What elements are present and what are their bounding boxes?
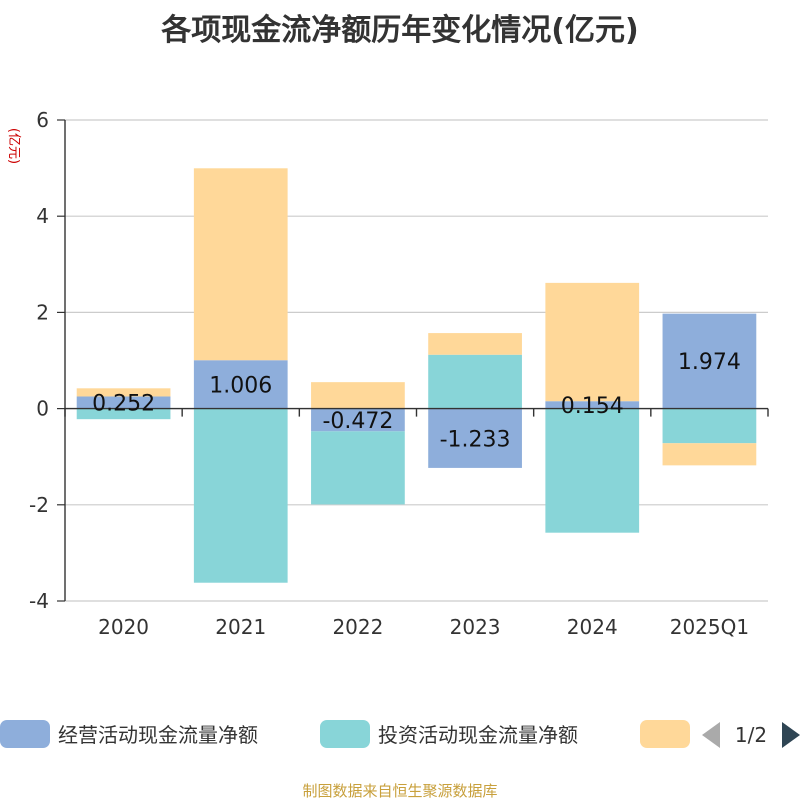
footer-source: 制图数据来自恒生聚源数据库 <box>302 782 497 800</box>
x-tick-label: 2022 <box>332 615 383 639</box>
chart-title: 各项现金流净额历年变化情况(亿元) <box>160 13 638 48</box>
bars <box>76 168 757 583</box>
legend-label: 经营活动现金流量净额 <box>58 723 258 747</box>
bar-segment <box>311 431 405 505</box>
y-tick-label: 4 <box>36 204 49 228</box>
legend-page-indicator: 1/2 <box>735 723 767 747</box>
bar-segment <box>545 401 640 409</box>
data-label: -1.233 <box>440 427 511 452</box>
bar-segment <box>428 333 522 355</box>
bar-segment <box>311 382 405 409</box>
legend-swatch <box>320 720 370 748</box>
data-label: -0.472 <box>322 409 393 434</box>
prev-page-arrow-icon[interactable] <box>702 722 720 748</box>
next-page-arrow-icon[interactable] <box>782 722 800 748</box>
bar-segment <box>193 408 288 583</box>
x-tick-label: 2023 <box>450 615 501 639</box>
bar-segment <box>193 168 288 361</box>
bar-segment <box>193 360 288 409</box>
x-tick-label: 2025Q1 <box>670 615 749 639</box>
bar-segment <box>76 396 171 409</box>
y-tick-label: 0 <box>36 397 49 421</box>
bar-segment <box>76 408 171 420</box>
y-tick-label: -4 <box>29 589 49 613</box>
x-tick-label: 2024 <box>567 615 618 639</box>
bar-segment <box>428 354 522 409</box>
data-labels: 0.252 1.006 -0.472 -1.233 0.154 1.974 <box>92 350 741 452</box>
bar-segment <box>311 408 405 432</box>
bar-segment <box>662 443 757 466</box>
bar-segment <box>545 408 640 533</box>
data-label: 0.252 <box>92 392 155 417</box>
y-tick-label: 2 <box>36 300 49 324</box>
data-label: 1.006 <box>209 373 272 398</box>
legend-swatch <box>0 720 50 748</box>
data-label: 0.154 <box>561 394 624 419</box>
y-tick-label: -2 <box>29 493 49 517</box>
x-tick-label: 2020 <box>98 615 149 639</box>
axes: -4 -2 0 2 4 6 2020 2021 2022 2023 2024 2025Q1 <box>29 108 769 639</box>
y-axis-label: (亿元) <box>6 128 21 164</box>
bar-segment <box>428 408 522 468</box>
legend: 经营活动现金流量净额 投资活动现金流量净额 1/2 <box>0 720 800 748</box>
legend-swatch <box>640 720 690 748</box>
bar-segment <box>545 282 640 402</box>
bar-segment <box>662 408 757 444</box>
x-tick-label: 2021 <box>215 615 266 639</box>
legend-label: 投资活动现金流量净额 <box>378 723 578 747</box>
bar-segment <box>662 313 757 409</box>
y-tick-label: 6 <box>36 108 49 132</box>
bar-segment <box>76 388 171 397</box>
data-label: 1.974 <box>678 350 741 375</box>
